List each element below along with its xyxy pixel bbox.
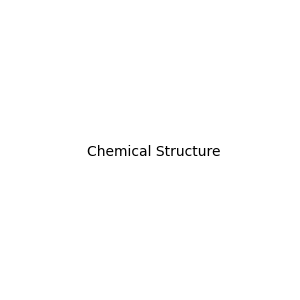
Text: Chemical Structure: Chemical Structure bbox=[87, 145, 220, 158]
